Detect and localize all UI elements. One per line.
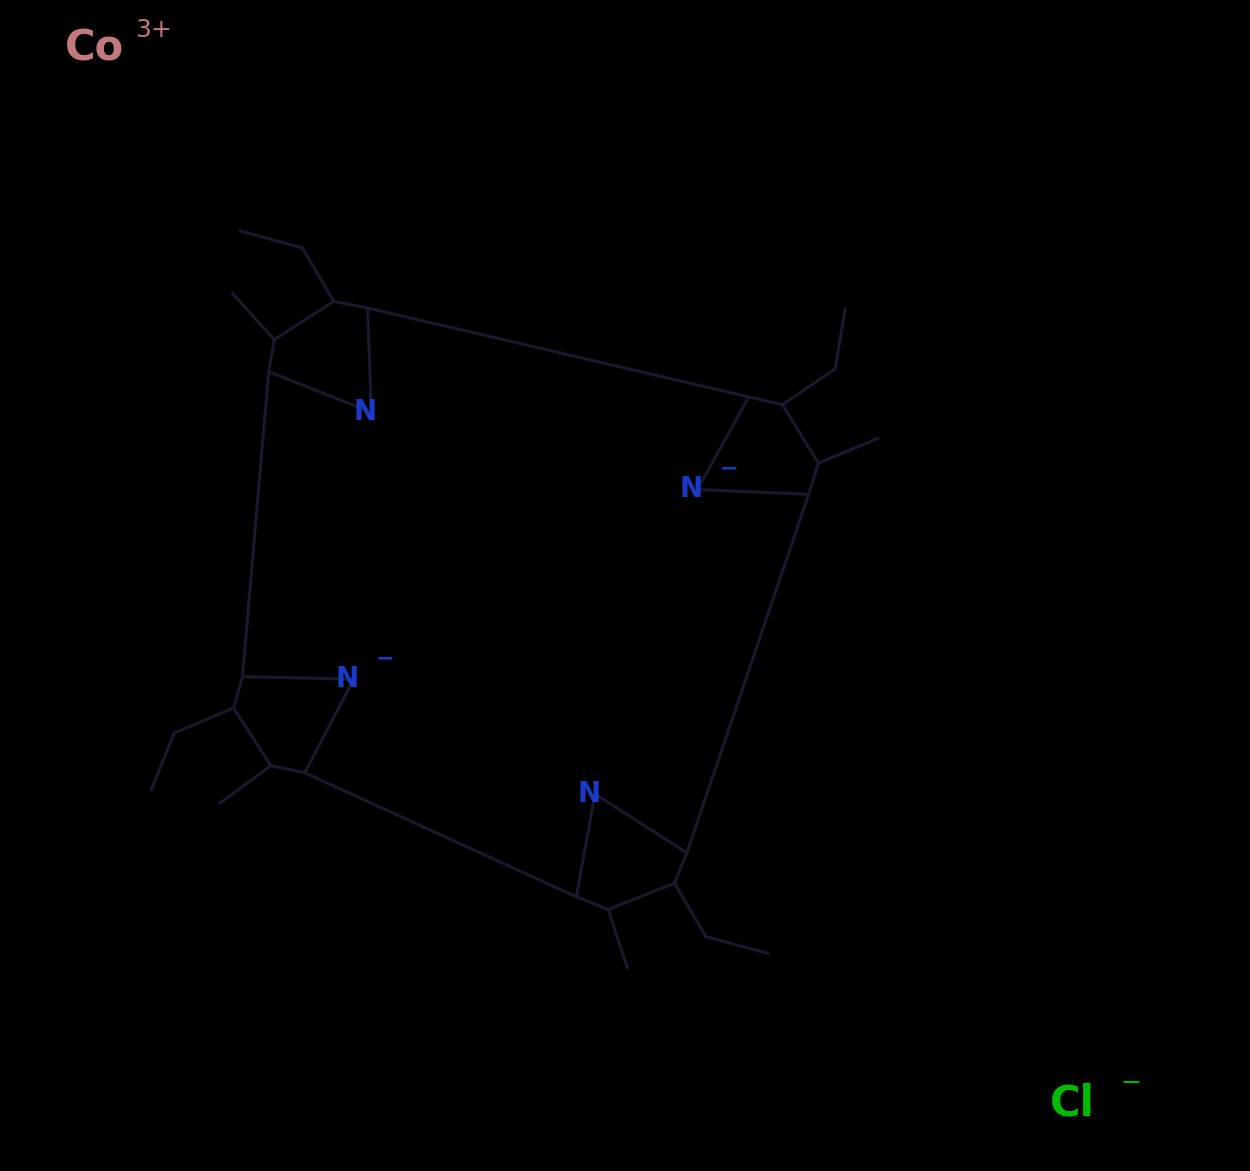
Text: −: − bbox=[720, 458, 738, 479]
Text: N: N bbox=[680, 475, 702, 504]
Text: −: − bbox=[376, 648, 394, 669]
Text: N: N bbox=[578, 780, 600, 808]
Text: N: N bbox=[336, 665, 359, 693]
Text: N: N bbox=[354, 398, 376, 426]
Text: Cl: Cl bbox=[1050, 1082, 1095, 1124]
Text: 3+: 3+ bbox=[135, 19, 171, 42]
Text: −: − bbox=[1120, 1071, 1141, 1095]
Text: Co: Co bbox=[65, 27, 124, 69]
